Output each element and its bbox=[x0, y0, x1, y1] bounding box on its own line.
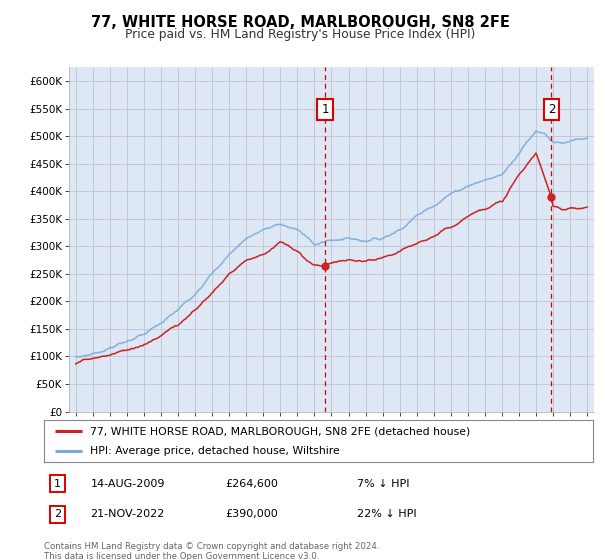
Text: Contains HM Land Registry data © Crown copyright and database right 2024.
This d: Contains HM Land Registry data © Crown c… bbox=[44, 542, 379, 560]
Text: Price paid vs. HM Land Registry's House Price Index (HPI): Price paid vs. HM Land Registry's House … bbox=[125, 28, 475, 41]
Text: 77, WHITE HORSE ROAD, MARLBOROUGH, SN8 2FE (detached house): 77, WHITE HORSE ROAD, MARLBOROUGH, SN8 2… bbox=[91, 426, 471, 436]
Text: 7% ↓ HPI: 7% ↓ HPI bbox=[357, 479, 409, 488]
Text: 14-AUG-2009: 14-AUG-2009 bbox=[91, 479, 165, 488]
Text: 2: 2 bbox=[54, 509, 61, 519]
Text: £390,000: £390,000 bbox=[225, 509, 278, 519]
Text: 77, WHITE HORSE ROAD, MARLBOROUGH, SN8 2FE: 77, WHITE HORSE ROAD, MARLBOROUGH, SN8 2… bbox=[91, 15, 509, 30]
Text: 1: 1 bbox=[54, 479, 61, 488]
Text: 22% ↓ HPI: 22% ↓ HPI bbox=[357, 509, 416, 519]
Text: £264,600: £264,600 bbox=[225, 479, 278, 488]
Text: 1: 1 bbox=[321, 103, 329, 116]
Text: HPI: Average price, detached house, Wiltshire: HPI: Average price, detached house, Wilt… bbox=[91, 446, 340, 456]
Text: 2: 2 bbox=[548, 103, 555, 116]
Text: 21-NOV-2022: 21-NOV-2022 bbox=[91, 509, 165, 519]
